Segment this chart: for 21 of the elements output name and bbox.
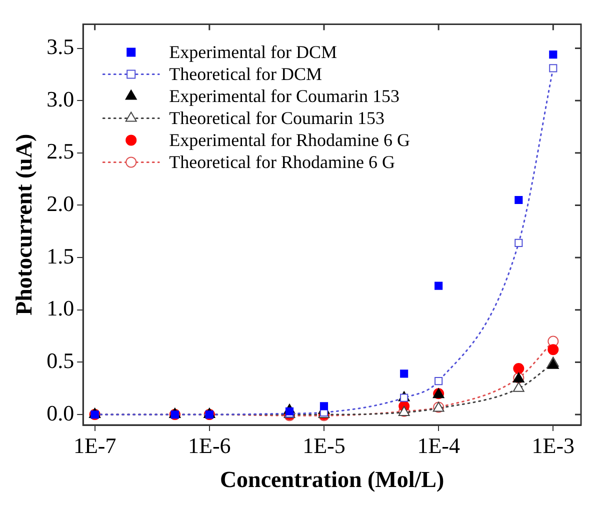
x-tick-label: 1E-3	[532, 432, 575, 458]
y-tick-label: 0.5	[46, 348, 74, 373]
y-axis-title: Photocurrent (uA)	[12, 134, 37, 316]
legend-label: Theoretical for DCM	[169, 64, 322, 84]
legend-label: Experimental for Rhodamine 6 G	[169, 130, 410, 150]
y-tick-label: 3.5	[46, 34, 74, 60]
y-tick-label: 1.5	[46, 243, 74, 268]
legend-label: Theoretical for Rhodamine 6 G	[169, 152, 396, 172]
y-tick-label: 2.5	[46, 138, 74, 164]
y-tick-label: 3.0	[46, 86, 74, 112]
x-tick-label: 1E-5	[302, 432, 346, 458]
y-tick-label: 0.0	[46, 400, 74, 426]
y-tick-label: 1.0	[46, 296, 74, 321]
x-tick-label: 1E-7	[73, 432, 116, 458]
x-axis-title: Concentration (Mol/L)	[220, 467, 444, 492]
y-tick-label: 2.0	[46, 191, 74, 216]
x-tick-label: 1E-4	[417, 432, 460, 458]
legend-label: Theoretical for Coumarin 153	[169, 108, 385, 128]
legend-label: Experimental for DCM	[169, 42, 338, 62]
legend-label: Experimental for Coumarin 153	[169, 86, 400, 106]
x-tick-label: 1E-6	[188, 432, 231, 458]
